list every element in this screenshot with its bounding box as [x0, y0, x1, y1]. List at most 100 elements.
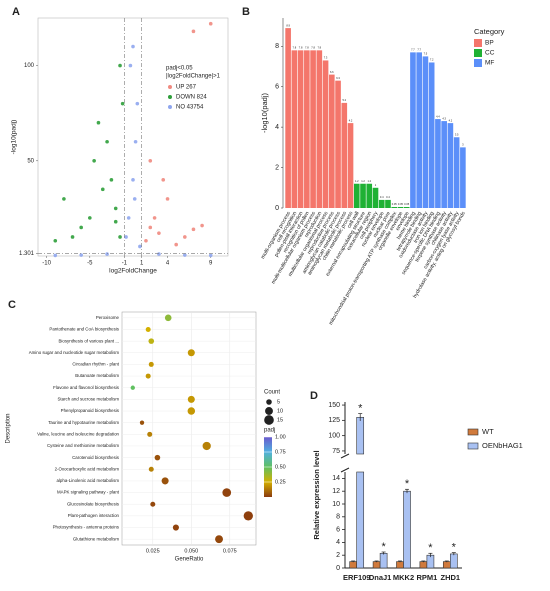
y-tick-label: 2-Oxocarboxylic acid metabolism	[55, 466, 120, 471]
point	[172, 524, 179, 531]
point	[187, 407, 196, 415]
bar	[304, 50, 310, 209]
point	[62, 197, 66, 201]
y-axis-label: -log10(padj)	[260, 92, 269, 133]
x-tick-label: 0.025	[146, 548, 160, 554]
legend-title: Category	[474, 27, 505, 36]
legend-label: WT	[482, 427, 494, 436]
x-tick-label: 0.075	[223, 548, 237, 554]
point	[145, 326, 151, 332]
value-label: 4.2	[349, 118, 353, 122]
y-tick-label: 150	[328, 402, 340, 409]
size-legend-label: 10	[277, 408, 283, 414]
value-label: 7.2	[430, 58, 434, 62]
y-tick-label: Photosynthesis - antenna proteins	[53, 525, 120, 530]
value-label: 5.2	[342, 98, 346, 102]
point	[183, 253, 187, 257]
point	[161, 477, 169, 485]
point	[165, 197, 170, 201]
y-tick-label: Biosynthesis of various plant ...	[58, 338, 119, 343]
color-tick-label: 0.75	[275, 449, 286, 455]
point	[222, 488, 232, 497]
panel-letter: D	[310, 390, 318, 402]
value-label: 4.4	[436, 114, 440, 118]
bar	[372, 561, 381, 569]
point	[191, 227, 196, 232]
x-tick-label: -10	[42, 261, 51, 267]
x-tick-label: RPM1	[416, 573, 437, 582]
bar	[349, 561, 357, 569]
point	[113, 206, 118, 211]
bar	[422, 56, 429, 209]
bar	[291, 50, 298, 209]
point	[148, 466, 154, 472]
point	[124, 235, 128, 239]
bar	[453, 137, 460, 208]
legend-swatch	[168, 95, 172, 99]
y-tick-label: 8	[275, 43, 279, 50]
value-label: 1.2	[361, 179, 365, 183]
legend-label: UP 267	[176, 85, 197, 91]
point	[139, 420, 145, 425]
bar	[441, 121, 447, 208]
point	[79, 225, 83, 230]
bar	[410, 52, 416, 209]
y-tick-label: Pantothenate and CoA biosynthesis	[49, 327, 119, 332]
y-tick-label: 125	[328, 417, 340, 424]
value-label: 7.8	[305, 46, 309, 50]
point	[79, 253, 83, 257]
y-tick-label: 100	[328, 432, 340, 439]
y-tick-label: Plant-pathogen interaction	[68, 513, 120, 518]
bar-lower	[356, 471, 365, 569]
x-tick-label: 4	[166, 261, 170, 267]
y-tick-label: alpha-Linolenic acid metabolism	[57, 478, 120, 483]
point	[208, 21, 213, 26]
legend-label: NO 43754	[176, 105, 204, 111]
value-label: 1.2	[355, 179, 359, 183]
legend-swatch	[467, 428, 479, 436]
y-tick-label: Carotenoid biosynthesis	[72, 455, 120, 460]
point	[144, 238, 148, 243]
y-tick-label: 2	[336, 552, 340, 559]
y-tick-label: Taurine and hypotaurine metabolism	[48, 420, 119, 425]
significance-mark: *	[428, 542, 433, 554]
legend-swatch	[474, 49, 482, 57]
y-tick-label: 1.301	[19, 251, 35, 257]
point	[120, 101, 125, 106]
legend-swatch	[168, 85, 172, 89]
point	[88, 216, 92, 220]
point	[100, 187, 105, 192]
bar	[416, 52, 422, 209]
point	[215, 535, 223, 544]
size-legend-title: Count	[264, 390, 280, 396]
size-legend-label: 15	[277, 417, 283, 423]
point	[128, 63, 133, 68]
value-label: 0.05	[398, 202, 404, 206]
point	[164, 314, 172, 322]
point	[92, 159, 96, 163]
size-legend-label: 5	[277, 399, 280, 405]
y-tick-label: 14	[332, 475, 340, 482]
value-label: 0.4	[380, 195, 384, 199]
value-label: 7.8	[311, 46, 315, 50]
size-legend-dot	[265, 407, 273, 415]
legend-title: |log2FoldChange|>1	[166, 74, 221, 80]
point	[105, 139, 109, 144]
bar	[285, 28, 291, 208]
color-legend-title: padj	[264, 428, 275, 434]
value-label: 7.8	[318, 46, 322, 50]
panel-letter: C	[8, 299, 16, 311]
y-tick-label: Valine, leucine and isoleucine degradati…	[37, 431, 119, 436]
point	[70, 235, 75, 239]
point	[53, 253, 58, 258]
point	[148, 361, 154, 367]
x-tick-label: MKK2	[393, 573, 414, 582]
bar	[460, 147, 466, 208]
point	[132, 197, 137, 201]
point	[131, 178, 135, 182]
y-axis-label: -log10(padj)	[11, 120, 18, 155]
point	[148, 159, 153, 163]
y-tick-label: 6	[275, 84, 279, 91]
point	[113, 219, 118, 224]
